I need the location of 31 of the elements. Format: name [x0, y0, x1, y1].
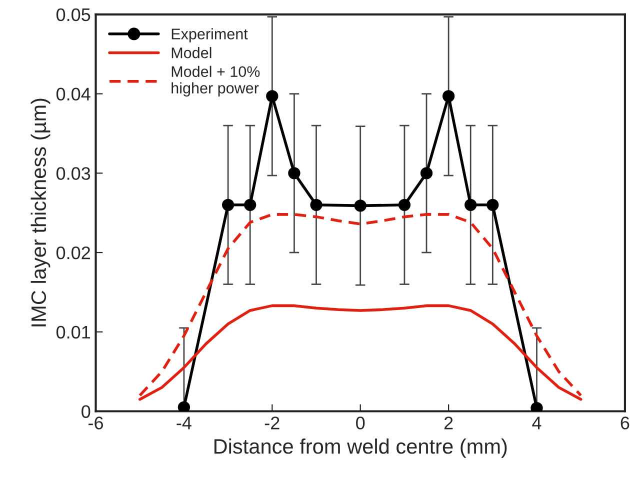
point: [178, 401, 190, 412]
x-axis-title: Distance from weld centre (mm): [214, 438, 507, 458]
x-tick-label: 0: [356, 416, 365, 430]
point: [398, 198, 411, 211]
point: [310, 198, 322, 211]
y-tick-label: 0: [82, 405, 90, 418]
point: [222, 198, 234, 211]
point: [244, 198, 256, 211]
y-tick-label: 0.03: [56, 167, 90, 180]
x-tick-label: -4: [176, 416, 192, 430]
point: [420, 167, 433, 180]
point: [464, 198, 477, 211]
y-tick-label: 0.05: [56, 8, 90, 22]
y-tick-label: 0.02: [56, 246, 90, 260]
point: [486, 198, 499, 211]
legend-label: Model + 10% higher power: [172, 66, 260, 97]
x-tick-label: 2: [444, 416, 453, 430]
y-axis-title: IMC layer thickness (µm): [30, 98, 50, 326]
point: [354, 200, 366, 212]
point: [266, 90, 278, 102]
x-tick-label: -2: [264, 416, 280, 430]
y-tick-label: 0.01: [56, 326, 90, 339]
x-tick-label: 4: [532, 416, 542, 430]
y-tick-label: 0.04: [56, 88, 90, 101]
point: [442, 90, 455, 102]
line-series: [138, 213, 582, 397]
legend-label: Experiment: [172, 28, 248, 42]
x-tick-label: 6: [620, 416, 630, 430]
legend-label: Model: [172, 47, 212, 58]
x-tick-label: -6: [88, 416, 103, 430]
point: [288, 167, 300, 180]
